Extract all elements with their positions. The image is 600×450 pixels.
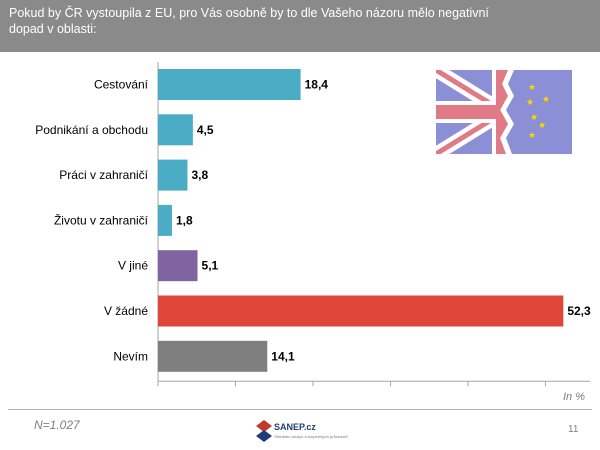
bar: [158, 114, 193, 146]
bar: [158, 340, 268, 372]
value-label: 18,4: [305, 78, 329, 92]
svg-text:★: ★: [542, 95, 550, 105]
bar: [158, 250, 198, 282]
value-label: 14,1: [271, 349, 295, 363]
bar: [158, 295, 564, 327]
bar-chart: Cestování 18,4 Podnikání a obchodu 4,5 Práci…: [35, 62, 591, 387]
category-label: Cestování: [94, 78, 149, 92]
value-label: 52,3: [567, 304, 591, 318]
logo-name: SANEP.cz: [274, 422, 316, 432]
category-label: Životu v zahraničí: [54, 212, 149, 227]
value-label: 1,8: [176, 213, 193, 227]
logo-tagline: Středisko analýz a empirických průzkumů: [274, 434, 348, 439]
svg-text:★: ★: [530, 113, 538, 123]
svg-text:★: ★: [528, 83, 536, 93]
svg-text:★: ★: [538, 121, 546, 131]
category-label: V žádné: [104, 304, 148, 318]
value-label: 4,5: [197, 123, 214, 137]
svg-text:★: ★: [528, 131, 536, 141]
unit-label: In %: [563, 391, 586, 403]
value-label: 5,1: [202, 259, 219, 273]
header-bar: Pokud by ČR vystoupila z EU, pro Vás oso…: [0, 0, 600, 52]
sanep-logo: SANEP.cz Středisko analýz a empirických …: [256, 418, 376, 446]
sample-size: N=1.027: [34, 418, 80, 432]
svg-text:★: ★: [526, 98, 534, 108]
footer-divider: [8, 409, 592, 410]
sanep-logo-icon: [256, 420, 272, 442]
category-label: Práci v zahraničí: [59, 168, 148, 182]
value-label: 3,8: [191, 168, 208, 182]
bar: [158, 159, 188, 191]
category-label: Nevím: [113, 349, 148, 363]
torn-uk-eu-flag-icon: ★ ★ ★ ★ ★ ★: [436, 70, 572, 154]
bar: [158, 204, 172, 236]
page-title: Pokud by ČR vystoupila z EU, pro Vás oso…: [9, 6, 489, 36]
bar: [158, 69, 301, 100]
category-label: V jiné: [118, 259, 148, 273]
page-number: 11: [568, 424, 579, 435]
category-label: Podnikání a obchodu: [35, 123, 148, 137]
